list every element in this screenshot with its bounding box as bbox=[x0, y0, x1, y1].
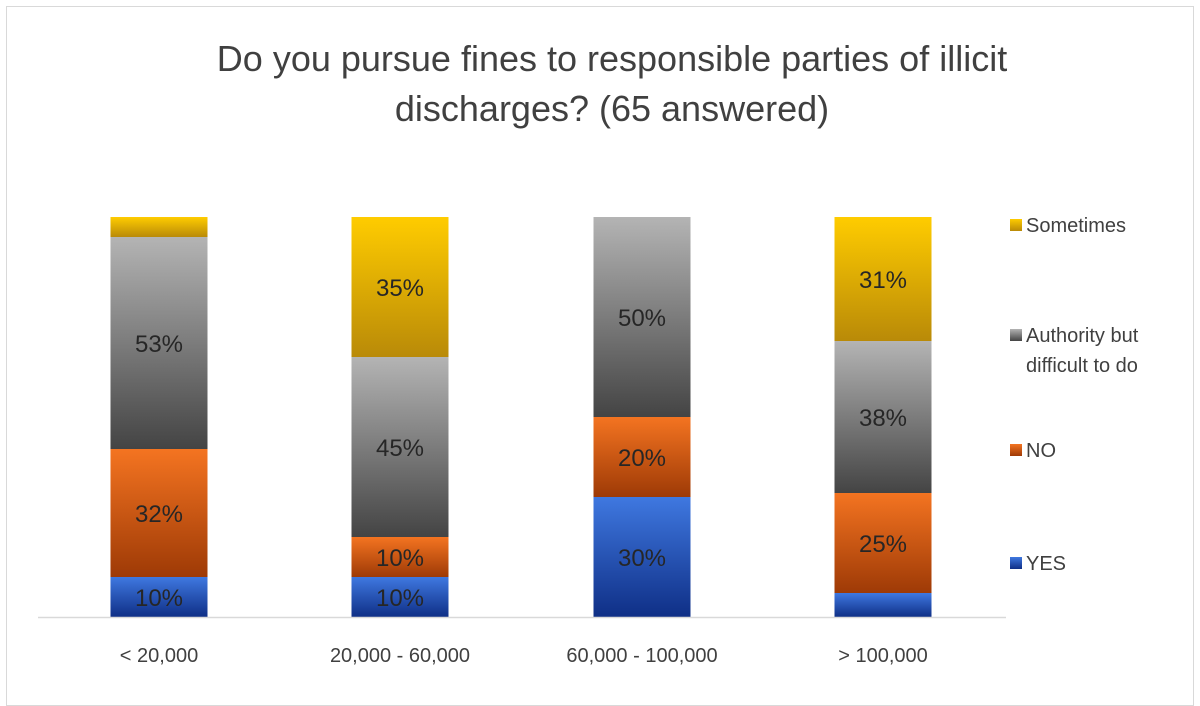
legend-label-yes: YES bbox=[1026, 553, 1066, 575]
data-label-yes-2: 10% bbox=[376, 585, 424, 612]
data-label-authority-but-difficult-to-do-4: 38% bbox=[859, 405, 907, 432]
legend-swatch-no bbox=[1010, 444, 1022, 456]
data-label-yes-1: 10% bbox=[135, 585, 183, 612]
data-label-authority-but-difficult-to-do-1: 53% bbox=[135, 331, 183, 358]
bar-segment-no-1 bbox=[110, 449, 208, 577]
legend-label-sometimes: Sometimes bbox=[1026, 215, 1126, 237]
bar-segment-authority-but-difficult-to-do-2 bbox=[351, 357, 449, 537]
bar-segment-yes-2 bbox=[351, 577, 449, 617]
bars-group: 10% 32% 53% 10% 10% 45% 35% 30% 20% 50% 25% 38% 31% bbox=[110, 217, 932, 617]
bar-segment-yes-4 bbox=[834, 593, 932, 617]
legend-swatch-authority-but-difficult-to-do bbox=[1010, 329, 1022, 341]
bar-segment-sometimes-2 bbox=[351, 217, 449, 357]
legend: Sometimes Authority but difficult to do NO Y… bbox=[1010, 215, 1139, 575]
chart-title: Do you pursue fines to responsible parti… bbox=[0, 34, 1200, 134]
x-tick-label-3: 60,000 - 100,000 bbox=[566, 645, 717, 667]
bar-segment-no-3 bbox=[593, 417, 691, 497]
legend-label-authority-but-difficult-to-do: Authority but difficult to do bbox=[1026, 325, 1139, 377]
legend-swatch-sometimes bbox=[1010, 219, 1022, 231]
data-label-no-2: 10% bbox=[376, 545, 424, 572]
data-label-yes-3: 30% bbox=[618, 545, 666, 572]
x-tick-label-2: 20,000 - 60,000 bbox=[330, 645, 470, 667]
x-tick-label-4: > 100,000 bbox=[838, 645, 928, 667]
bar-segment-yes-3 bbox=[593, 497, 691, 617]
bar-segment-no-4 bbox=[834, 493, 932, 593]
chart-title-line-2: discharges? (65 answered) bbox=[394, 88, 830, 129]
legend-label-no: NO bbox=[1026, 440, 1056, 462]
bar-segment-sometimes-1 bbox=[110, 217, 208, 237]
stacked-bar-chart: 10%32%53%10%10%45%35%30%20%50%25%38%31% … bbox=[38, 215, 1139, 667]
data-label-no-1: 32% bbox=[135, 501, 183, 528]
bar-segment-sometimes-4 bbox=[834, 217, 932, 341]
chart-title-line-1: Do you pursue fines to responsible parti… bbox=[216, 38, 1008, 79]
data-label-sometimes-4: 31% bbox=[859, 267, 907, 294]
bar-segment-authority-but-difficult-to-do-3 bbox=[593, 217, 691, 417]
data-label-authority-but-difficult-to-do-2: 45% bbox=[376, 435, 424, 462]
x-tick-label-1: < 20,000 bbox=[120, 645, 198, 667]
legend-swatch-yes bbox=[1010, 557, 1022, 569]
x-tick-labels: < 20,000 20,000 - 60,000 60,000 - 100,000 >… bbox=[120, 645, 928, 667]
data-label-authority-but-difficult-to-do-3: 50% bbox=[618, 305, 666, 332]
data-label-no-3: 20% bbox=[618, 445, 666, 472]
bar-segment-no-2 bbox=[351, 537, 449, 577]
bar-segment-authority-but-difficult-to-do-1 bbox=[110, 237, 208, 449]
data-label-no-4: 25% bbox=[859, 531, 907, 558]
bar-segment-authority-but-difficult-to-do-4 bbox=[834, 341, 932, 493]
data-label-sometimes-2: 35% bbox=[376, 275, 424, 302]
bar-segment-yes-1 bbox=[110, 577, 208, 617]
